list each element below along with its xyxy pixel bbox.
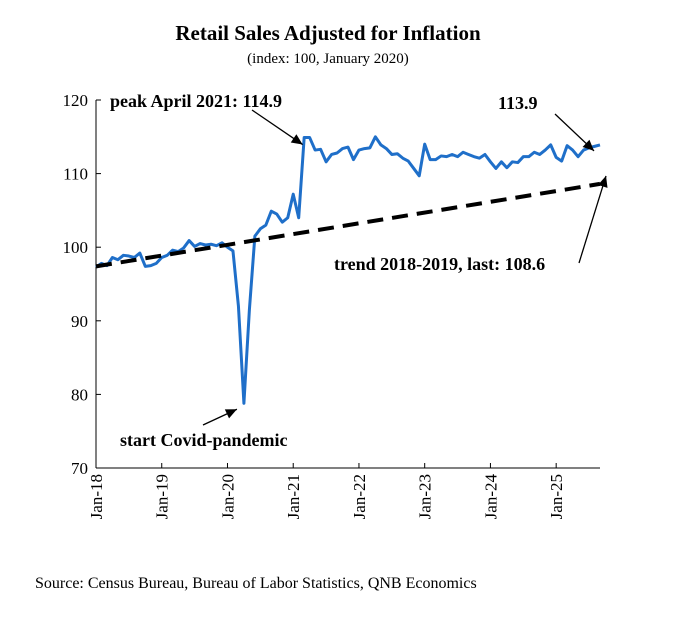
chart-title: Retail Sales Adjusted for Inflation: [175, 21, 481, 45]
x-tick-label: Jan-24: [481, 474, 500, 520]
trend-line: [95, 181, 601, 269]
y-tick-label: 80: [71, 385, 88, 404]
trend-annotation-arrowhead: [597, 175, 608, 188]
y-tick-label: 90: [71, 312, 88, 331]
trend-annotation-arrow: [578, 175, 607, 264]
x-tick-label: Jan-23: [416, 474, 435, 519]
x-tick-label: Jan-18: [87, 474, 106, 519]
axes: 70 80 90 100 110 120 Jan-18 Jan-19 Jan-20 Jan-21 J…: [63, 91, 600, 520]
source-note: Source: Census Bureau, Bureau of Labor S…: [35, 575, 477, 592]
x-tick-label: Jan-21: [284, 474, 303, 519]
annotations-group: peak April 2021: 114.9 113.9 trend 2018-20…: [110, 91, 608, 450]
trend-annotation-text: trend 2018-2019, last: 108.6: [334, 254, 545, 274]
peak-annotation-arrowhead: [290, 134, 303, 145]
y-tick-label: 120: [63, 91, 89, 110]
covid-annotation-text: start Covid-pandemic: [120, 430, 288, 450]
series-group: [95, 135, 601, 405]
x-tick-label: Jan-22: [350, 474, 369, 519]
peak-annotation-text: peak April 2021: 114.9: [110, 91, 282, 111]
x-tick-label: Jan-25: [547, 474, 566, 519]
y-tick-label: 110: [63, 165, 88, 184]
x-tick-label: Jan-20: [218, 474, 237, 519]
y-tick-label: 70: [71, 459, 88, 478]
last-value-annotation-text: 113.9: [498, 93, 538, 113]
retail-sales-line: [95, 135, 601, 405]
covid-annotation-arrowhead: [224, 409, 237, 419]
last-value-annotation-arrowhead: [582, 139, 594, 151]
y-tick-label: 100: [63, 238, 89, 257]
x-tick-label: Jan-19: [153, 474, 172, 519]
chart-subtitle: (index: 100, January 2020): [247, 51, 409, 67]
